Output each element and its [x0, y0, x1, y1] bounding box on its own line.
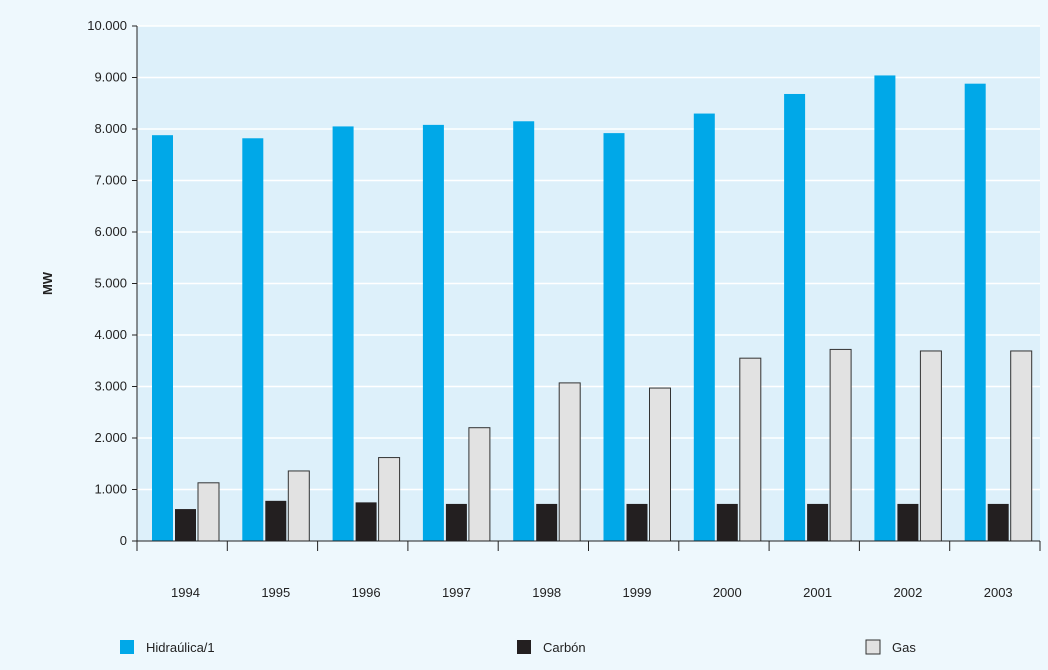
y-tick-label: 2.000 — [94, 430, 127, 445]
y-tick-label: 4.000 — [94, 327, 127, 342]
y-tick-label: 10.000 — [87, 18, 127, 33]
legend-swatch-0 — [120, 640, 134, 654]
bar-gas-1998 — [558, 382, 581, 542]
bar-hidra-lica-1-2000 — [693, 113, 715, 542]
bar-hidra-lica-1-1995 — [242, 138, 264, 541]
bar-gas-1994 — [197, 482, 220, 542]
bar-carb-n-1994 — [175, 509, 196, 541]
bar-hidra-lica-1-1999 — [603, 133, 625, 541]
bar-hidra-lica-1-1997 — [422, 124, 444, 541]
x-tick-label: 2001 — [803, 585, 832, 600]
x-tick-label: 2000 — [713, 585, 742, 600]
bar-carb-n-1999 — [626, 503, 648, 541]
legend-label: Hidraúlica/1 — [146, 640, 215, 655]
bar-gas-2003 — [1010, 350, 1033, 542]
legend-label: Gas — [892, 640, 916, 655]
bar-gas-1996 — [378, 457, 401, 542]
legend-swatch-1 — [517, 640, 531, 654]
y-tick-label: 0 — [120, 533, 127, 548]
y-tick-label: 6.000 — [94, 224, 127, 239]
x-tick-label: 1998 — [532, 585, 561, 600]
x-tick-label: 2003 — [984, 585, 1013, 600]
bar-carb-n-1995 — [265, 500, 287, 541]
bar-gas-2000 — [739, 357, 762, 542]
y-tick-label: 9.000 — [94, 70, 127, 85]
x-tick-label: 1995 — [261, 585, 290, 600]
bar-gas-1997 — [468, 427, 491, 542]
legend-label: Carbón — [543, 640, 586, 655]
bar-hidra-lica-1-1996 — [332, 126, 354, 542]
bar-carb-n-1998 — [536, 503, 558, 541]
bar-carb-n-2000 — [716, 503, 738, 541]
bars — [152, 75, 1033, 542]
bar-carb-n-2001 — [807, 503, 829, 541]
bar-carb-n-1996 — [355, 502, 377, 541]
legend-swatch-2 — [865, 639, 881, 655]
bar-carb-n-2002 — [897, 503, 919, 541]
y-tick-label: 7.000 — [94, 173, 127, 188]
y-tick-labels: 0 1.000 2.000 3.000 4.000 5.000 6.000 7.000 8.00… — [87, 18, 137, 548]
x-tick-label: 2002 — [893, 585, 922, 600]
x-tick-labels: 1994 1995 1996 1997 1998 1999 2000 2001 2002 2003 — [136, 541, 1041, 600]
y-tick-label: 3.000 — [94, 379, 127, 394]
y-tick-label: 8.000 — [94, 121, 127, 136]
bar-hidra-lica-1-2002 — [874, 75, 896, 541]
bar-hidra-lica-1-2003 — [964, 83, 986, 542]
bar-hidra-lica-1-1998 — [513, 121, 535, 542]
bar-gas-1999 — [649, 387, 671, 542]
x-tick-label: 1996 — [352, 585, 381, 600]
x-tick-label: 1994 — [171, 585, 200, 600]
x-tick-label: 1997 — [442, 585, 471, 600]
bar-gas-2001 — [829, 348, 852, 542]
bar-hidra-lica-1-2001 — [784, 93, 806, 541]
x-tick-label: 1999 — [623, 585, 652, 600]
y-tick-label: 1.000 — [94, 482, 127, 497]
y-axis-label: MW — [40, 271, 55, 295]
y-tick-label: 5.000 — [94, 276, 127, 291]
bar-carb-n-2003 — [987, 503, 1009, 541]
legend: Hidraúlica/1 Carbón Gas — [120, 639, 916, 655]
bar-carb-n-1997 — [445, 503, 467, 541]
bar-gas-1995 — [287, 470, 310, 542]
bar-hidra-lica-1-1994 — [152, 135, 173, 541]
bar-gas-2002 — [919, 350, 942, 542]
